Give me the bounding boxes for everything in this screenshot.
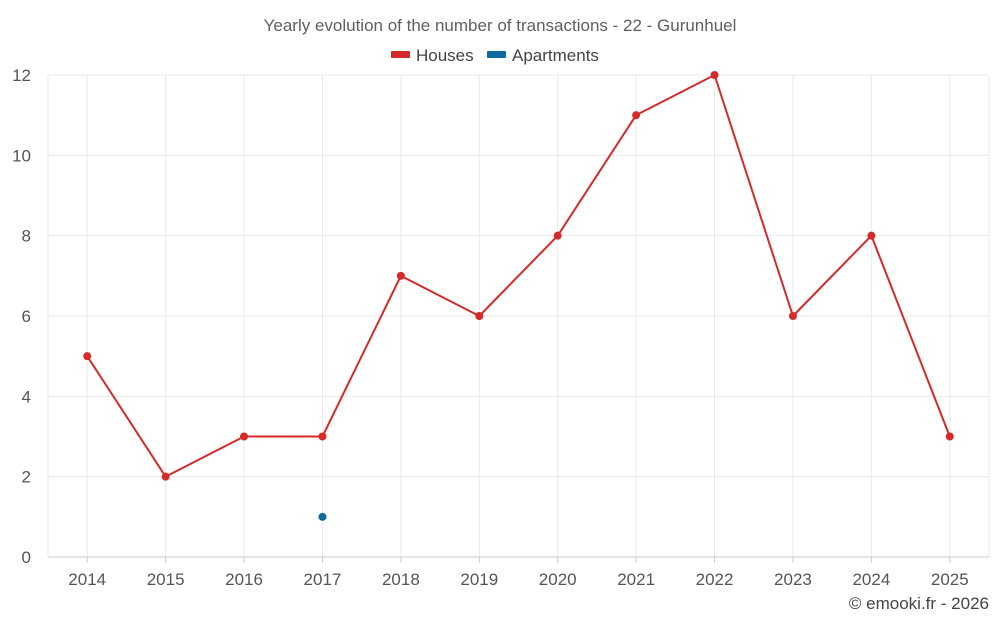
y-tick-label: 2 <box>22 468 31 487</box>
data-point-houses[interactable] <box>945 432 954 441</box>
y-tick-label: 8 <box>22 227 31 246</box>
x-tick-label: 2021 <box>617 570 655 589</box>
x-tick-label: 2024 <box>852 570 890 589</box>
series-layer <box>83 71 954 521</box>
legend: Houses Apartments <box>391 46 599 65</box>
data-point-houses[interactable] <box>867 231 876 240</box>
data-point-houses[interactable] <box>553 231 562 240</box>
grid <box>47 74 990 557</box>
data-point-houses[interactable] <box>240 432 249 441</box>
x-tick-label: 2023 <box>774 570 812 589</box>
legend-swatch-houses <box>391 51 410 58</box>
x-tick-label: 2016 <box>225 570 263 589</box>
series-line-houses <box>86 74 951 478</box>
y-tick-label: 10 <box>12 146 31 165</box>
data-point-apartments[interactable] <box>318 512 327 521</box>
x-tick-label: 2018 <box>382 570 420 589</box>
data-point-houses[interactable] <box>788 312 797 320</box>
x-tick-label: 2015 <box>147 570 185 589</box>
y-tick-label: 6 <box>22 307 31 326</box>
x-tick-label: 2025 <box>931 570 969 589</box>
y-tick-label: 4 <box>22 387 31 406</box>
x-tick-label: 2022 <box>696 570 734 589</box>
data-point-houses[interactable] <box>475 312 484 320</box>
y-tick-label: 0 <box>22 548 31 567</box>
legend-swatch-apartments <box>487 51 506 58</box>
data-point-houses[interactable] <box>161 472 170 481</box>
legend-item-houses[interactable]: Houses <box>391 46 474 65</box>
legend-label-apartments: Apartments <box>512 46 599 65</box>
y-axis: 0 2 4 6 8 10 12 <box>12 66 31 567</box>
data-point-houses[interactable] <box>632 111 641 120</box>
chart-title: Yearly evolution of the number of transa… <box>264 16 737 35</box>
x-axis: 2014 2015 2016 2017 2018 2019 2020 2021 2022 2023… <box>48 556 989 589</box>
x-tick-label: 2019 <box>460 570 498 589</box>
x-tick-label: 2017 <box>304 570 342 589</box>
data-point-houses[interactable] <box>396 271 405 280</box>
x-tick-label: 2014 <box>68 570 106 589</box>
x-tick-label: 2020 <box>539 570 577 589</box>
credit-text[interactable]: © emooki.fr - 2026 <box>849 594 989 613</box>
legend-item-apartments[interactable]: Apartments <box>487 46 599 65</box>
data-point-houses[interactable] <box>83 352 92 361</box>
data-point-houses[interactable] <box>710 71 719 79</box>
data-point-houses[interactable] <box>318 432 327 441</box>
legend-label-houses: Houses <box>416 46 474 65</box>
y-tick-label: 12 <box>12 66 31 85</box>
